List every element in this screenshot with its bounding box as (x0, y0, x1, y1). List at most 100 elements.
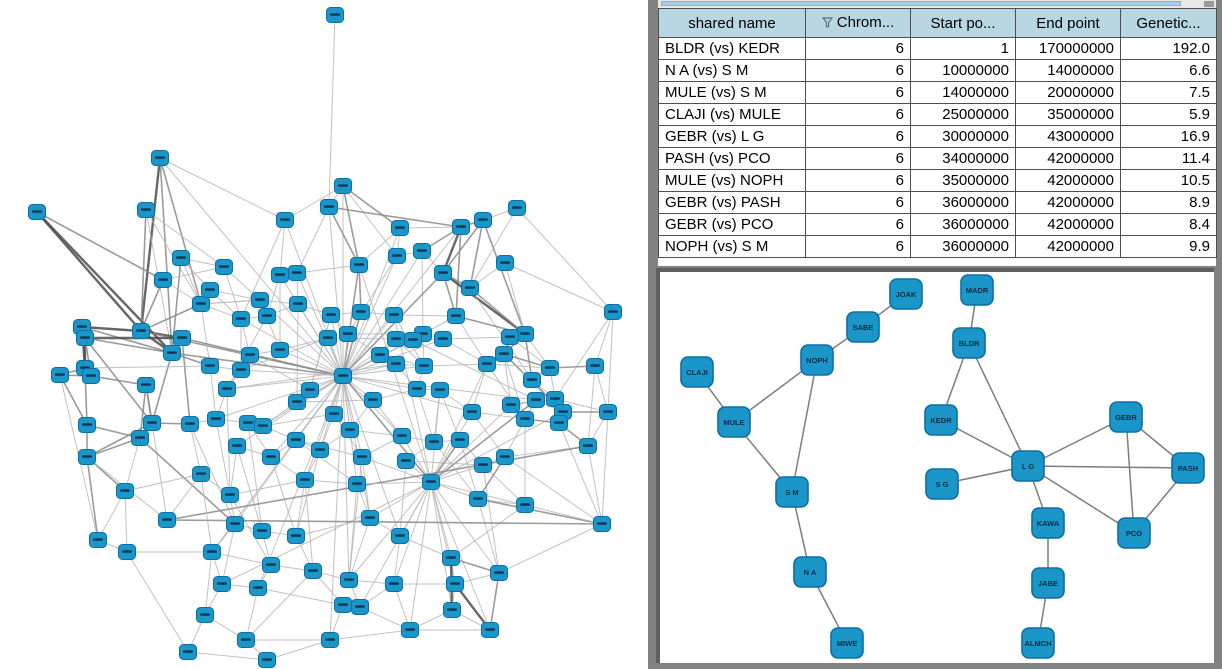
network-node[interactable] (137, 202, 155, 218)
network-node[interactable] (78, 417, 96, 433)
network-node-pco[interactable]: PCO (1117, 517, 1151, 549)
network-node[interactable] (301, 382, 319, 398)
network-node[interactable] (319, 330, 337, 346)
network-node[interactable] (154, 272, 172, 288)
network-node[interactable] (192, 296, 210, 312)
network-node[interactable] (516, 326, 534, 342)
network-node[interactable] (296, 472, 314, 488)
cell-start-point[interactable]: 25000000 (910, 103, 1016, 126)
network-node[interactable] (391, 220, 409, 236)
network-node[interactable] (353, 449, 371, 465)
network-node[interactable] (207, 411, 225, 427)
cell-end-point[interactable]: 42000000 (1015, 147, 1121, 170)
cell-start-point[interactable]: 30000000 (910, 125, 1016, 148)
cell-end-point[interactable]: 35000000 (1015, 103, 1121, 126)
network-node[interactable] (523, 372, 541, 388)
cell-shared-name[interactable]: BLDR (vs) KEDR (658, 37, 806, 60)
network-node[interactable] (181, 416, 199, 432)
network-node-almch[interactable]: ALMCH (1021, 627, 1055, 659)
table-row[interactable]: BLDR (vs) KEDR 6 1 170000000 192.0 (658, 37, 1217, 60)
network-node[interactable] (352, 304, 370, 320)
filter-funnel-icon[interactable] (821, 17, 833, 28)
network-node[interactable] (137, 377, 155, 393)
network-node[interactable] (348, 476, 366, 492)
network-node[interactable] (172, 250, 190, 266)
network-node[interactable] (341, 422, 359, 438)
network-node[interactable] (443, 602, 461, 618)
network-node[interactable] (442, 550, 460, 566)
network-node[interactable] (237, 632, 255, 648)
network-node[interactable] (413, 243, 431, 259)
network-node-madr[interactable]: MADR (960, 274, 994, 306)
network-node[interactable] (213, 576, 231, 592)
network-node[interactable] (434, 331, 452, 347)
network-node[interactable] (541, 360, 559, 376)
network-node[interactable] (599, 404, 617, 420)
network-node[interactable] (508, 200, 526, 216)
network-node[interactable] (431, 382, 449, 398)
network-node[interactable] (478, 356, 496, 372)
network-node-mule[interactable]: MULE (717, 406, 751, 438)
table-horizontal-scrollbar[interactable] (658, 0, 1216, 8)
network-node[interactable] (251, 292, 269, 308)
cell-chromosome[interactable]: 6 (805, 125, 911, 148)
cell-shared-name[interactable]: GEBR (vs) PASH (658, 191, 806, 214)
network-node[interactable] (287, 528, 305, 544)
table-row[interactable]: NOPH (vs) S M 6 36000000 42000000 9.9 (658, 235, 1217, 258)
network-node[interactable] (311, 442, 329, 458)
column-header-chromosome[interactable]: Chrom... (805, 8, 911, 38)
network-node-l-g[interactable]: L G (1011, 450, 1045, 482)
cell-start-point[interactable]: 35000000 (910, 169, 1016, 192)
cell-end-point[interactable]: 42000000 (1015, 235, 1121, 258)
cell-end-point[interactable]: 14000000 (1015, 59, 1121, 82)
network-node[interactable] (326, 7, 344, 23)
network-node[interactable] (143, 415, 161, 431)
network-node[interactable] (516, 411, 534, 427)
overview-network-view[interactable] (0, 0, 648, 669)
network-node[interactable] (388, 248, 406, 264)
network-node[interactable] (163, 345, 181, 361)
network-node[interactable] (258, 308, 276, 324)
network-node-kawa[interactable]: KAWA (1031, 507, 1065, 539)
cell-chromosome[interactable]: 6 (805, 169, 911, 192)
cell-end-point[interactable]: 170000000 (1015, 37, 1121, 60)
cell-shared-name[interactable]: PASH (vs) PCO (658, 147, 806, 170)
network-node[interactable] (452, 219, 470, 235)
panel-splitter[interactable] (648, 0, 658, 669)
network-node[interactable] (271, 267, 289, 283)
network-node-claji[interactable]: CLAJI (680, 356, 714, 388)
table-row[interactable]: CLAJI (vs) MULE 6 25000000 35000000 5.9 (658, 103, 1217, 126)
cell-start-point[interactable]: 36000000 (910, 235, 1016, 258)
cell-end-point[interactable]: 43000000 (1015, 125, 1121, 148)
cell-end-point[interactable]: 42000000 (1015, 213, 1121, 236)
cell-genetic[interactable]: 8.4 (1120, 213, 1217, 236)
table-row[interactable]: MULE (vs) NOPH 6 35000000 42000000 10.5 (658, 169, 1217, 192)
network-node[interactable] (78, 449, 96, 465)
network-node[interactable] (586, 358, 604, 374)
network-node[interactable] (527, 392, 545, 408)
cell-genetic[interactable]: 7.5 (1120, 81, 1217, 104)
cell-chromosome[interactable]: 6 (805, 147, 911, 170)
network-node[interactable] (385, 576, 403, 592)
cell-genetic[interactable]: 5.9 (1120, 103, 1217, 126)
network-node[interactable] (447, 308, 465, 324)
network-node[interactable] (434, 265, 452, 281)
network-node[interactable] (361, 510, 379, 526)
cell-genetic[interactable]: 10.5 (1120, 169, 1217, 192)
network-node[interactable] (258, 652, 276, 668)
network-node[interactable] (28, 204, 46, 220)
network-node[interactable] (325, 406, 343, 422)
network-node[interactable] (339, 326, 357, 342)
network-node[interactable] (262, 449, 280, 465)
network-node[interactable] (502, 397, 520, 413)
network-node[interactable] (474, 212, 492, 228)
cell-genetic[interactable]: 192.0 (1120, 37, 1217, 60)
network-node[interactable] (320, 199, 338, 215)
table-row[interactable]: MULE (vs) S M 6 14000000 20000000 7.5 (658, 81, 1217, 104)
network-node[interactable] (232, 362, 250, 378)
network-node[interactable] (496, 255, 514, 271)
cell-chromosome[interactable]: 6 (805, 81, 911, 104)
network-node[interactable] (415, 358, 433, 374)
cell-start-point[interactable]: 36000000 (910, 191, 1016, 214)
cell-shared-name[interactable]: GEBR (vs) L G (658, 125, 806, 148)
